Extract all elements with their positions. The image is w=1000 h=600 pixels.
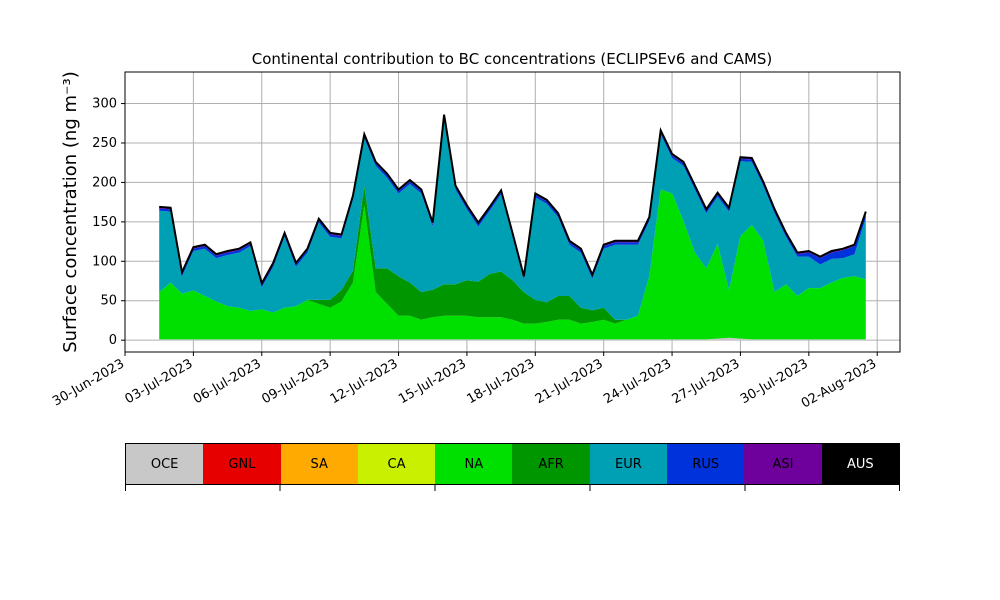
legend-item-eur: EUR xyxy=(589,444,668,484)
x-tick-label: 24-Jul-2023 xyxy=(601,356,674,407)
legend-item-ca: CA xyxy=(357,444,436,484)
plot-frame xyxy=(124,71,901,353)
y-tick-label: 50 xyxy=(100,294,117,309)
x-tick-label: 12-Jul-2023 xyxy=(328,356,401,407)
x-tick-label: 30-Jun-2023 xyxy=(50,356,127,409)
y-tick-label: 200 xyxy=(92,175,117,190)
legend-item-afr: AFR xyxy=(512,444,590,484)
area-afr xyxy=(159,185,866,324)
y-tick-label: 0 xyxy=(109,333,117,348)
total-line xyxy=(159,114,867,287)
y-tick-label: 150 xyxy=(92,215,117,230)
legend-item-oce: OCE xyxy=(126,444,204,484)
colorbar-legend: OCE GNL SA CA NA AFR EUR RUS ASI AUS xyxy=(125,443,900,485)
x-tick-label: 15-Jul-2023 xyxy=(396,356,469,407)
legend-item-sa: SA xyxy=(280,444,358,484)
stacked-areas xyxy=(159,114,866,341)
y-tick-label: 300 xyxy=(92,97,117,112)
legend-item-rus: RUS xyxy=(667,444,745,484)
legend-item-aus: AUS xyxy=(821,444,899,484)
x-tick-label: 18-Jul-2023 xyxy=(464,356,537,407)
y-tick-label: 250 xyxy=(92,136,117,151)
colorbar-ticks xyxy=(125,485,900,491)
x-axis-ticks: 30-Jun-202303-Jul-202306-Jul-202309-Jul-… xyxy=(50,352,879,412)
x-tick-label: 02-Aug-2023 xyxy=(799,356,879,411)
chart-title: Continental contribution to BC concentra… xyxy=(252,50,773,68)
x-tick-label: 27-Jul-2023 xyxy=(670,356,743,407)
x-tick-label: 03-Jul-2023 xyxy=(123,356,196,407)
y-tick-label: 100 xyxy=(92,254,117,269)
legend-item-na: NA xyxy=(435,444,513,484)
legend-item-asi: ASI xyxy=(744,444,822,484)
legend-item-gnl: GNL xyxy=(203,444,281,484)
area-eur xyxy=(159,118,866,320)
y-axis-label: Surface concentration (ng m⁻³) xyxy=(60,71,81,353)
x-tick-label: 09-Jul-2023 xyxy=(259,356,332,407)
area-na xyxy=(159,189,866,340)
total-outline xyxy=(159,114,867,287)
x-tick-label: 06-Jul-2023 xyxy=(191,356,264,407)
y-axis-ticks: 0 50 100 150 200 250 300 xyxy=(92,97,125,348)
x-tick-label: 21-Jul-2023 xyxy=(533,356,606,407)
area-oce xyxy=(159,337,866,341)
